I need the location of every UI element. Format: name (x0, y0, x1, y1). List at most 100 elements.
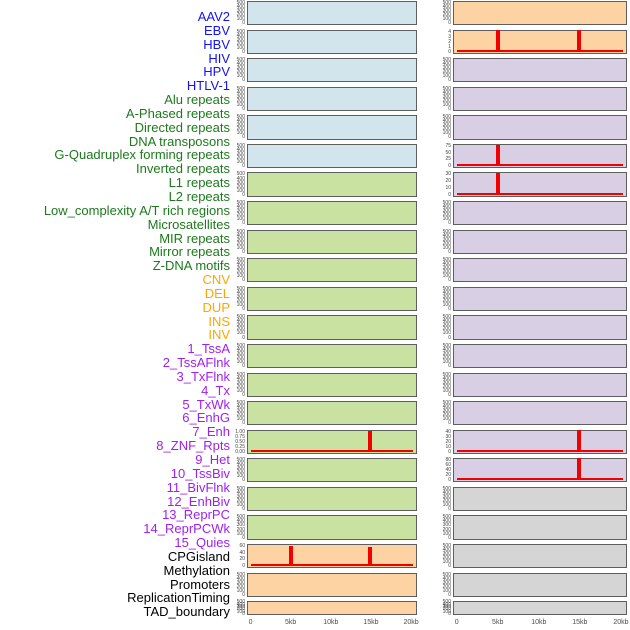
track-row: 500 400 300 200 100 0 (230, 1, 417, 26)
y-axis-tick-label: 200 (236, 269, 245, 276)
x-axis-tick-label: 10kb (323, 619, 339, 626)
track-row: 500 400 300 200 100 0 (230, 515, 417, 540)
y-axis-tick-label: 500 (442, 542, 451, 549)
track-label: Z-DNA motifs (152, 258, 230, 274)
y-axis-tick-label: 0 (448, 163, 451, 170)
track-row: 500 400 300 200 100 0 (230, 58, 417, 84)
spike-bar (368, 431, 373, 452)
track-row: 500 400 300 200 100 0 (230, 85, 417, 111)
y-axis-tick-label: 0 (448, 305, 451, 312)
x-axis-tick-label: 5kb (285, 619, 297, 626)
track-label: MIR repeats (159, 230, 230, 246)
y-axis-tick-label: 400 (236, 232, 245, 239)
y-axis-tick-label: 400 (442, 489, 451, 496)
y-axis-tick-label: 300 (442, 551, 451, 558)
y-axis: 500 400 300 200 100 0 (436, 115, 453, 140)
y-axis-tick-label: 400 (236, 489, 245, 496)
y-axis-tick-label: 100 (442, 16, 451, 23)
baseline-bar (251, 564, 413, 567)
x-axis-right: 0 5kb 10kb 15kb 20kb (453, 616, 629, 629)
y-axis-tick-label: 0 (448, 563, 451, 570)
y-axis-tick-label: 10 (445, 443, 451, 450)
y-axis-tick-label: 300 (236, 408, 245, 415)
track-label: A-Phased repeats (125, 105, 230, 121)
y-axis-tick-label: 0 (448, 20, 451, 27)
y-axis-tick-label: 500 (442, 85, 451, 92)
y-axis-tick-label: 100 (236, 44, 245, 51)
track-row: 500 400 300 200 100 0 (230, 371, 417, 398)
y-axis-tick-label: 500 (236, 85, 245, 92)
y-axis-tick-label: 100 (442, 359, 451, 366)
y-axis-tick-label: 100 (442, 216, 451, 223)
y-axis-tick-label: 500 (236, 371, 245, 378)
y-axis-tick-label: 300 (442, 579, 451, 586)
y-axis-tick-label: 200 (442, 240, 451, 247)
y-axis-tick-label: 80 (445, 457, 451, 464)
y-axis-tick-label: 0 (242, 334, 245, 341)
y-axis: 500 400 300 200 100 0 (230, 172, 247, 198)
track-panel (247, 258, 417, 283)
y-axis-tick-label: 300 (236, 603, 245, 610)
y-axis: 500 400 300 200 100 0 (230, 515, 247, 540)
y-axis-tick-label: 200 (442, 526, 451, 533)
track-panel (453, 115, 627, 140)
track-row: 500 400 300 200 100 0 (230, 599, 417, 617)
y-axis: 500 400 300 200 100 0 (436, 0, 453, 27)
spike-bar (496, 173, 501, 195)
y-axis: 500 400 300 200 100 0 (436, 599, 453, 616)
y-axis-tick-label: 400 (442, 375, 451, 382)
y-axis: 500 400 300 200 100 0 (436, 542, 453, 570)
track-label: Alu repeats (164, 92, 230, 108)
track-panel (453, 229, 627, 254)
y-axis-tick-label: 500 (236, 142, 245, 149)
y-axis-tick-label: 100 (236, 501, 245, 508)
track-row: 500 400 300 200 100 0 (436, 572, 627, 597)
y-axis: 500 400 300 200 100 0 (436, 515, 453, 540)
spike-bar (577, 429, 582, 452)
track-row: 500 400 300 200 100 0 (436, 599, 627, 617)
y-axis-tick-label: 400 (236, 346, 245, 353)
y-axis-tick-label: 200 (236, 297, 245, 304)
y-axis: 500 400 300 200 100 0 (230, 58, 247, 84)
track-row: 500 400 300 200 100 0 (436, 515, 627, 540)
track-row: 500 400 300 200 100 0 (230, 486, 417, 511)
y-axis-tick-label: 100 (236, 244, 245, 251)
y-axis-tick-label: 300 (236, 493, 245, 500)
y-axis-tick-label: 500 (442, 599, 451, 606)
y-axis-tick-label: 100 (236, 216, 245, 223)
y-axis-tick-label: 400 (236, 4, 245, 11)
y-axis: 500 400 300 200 100 0 (436, 229, 453, 254)
y-axis-tick-label: 500 (236, 228, 245, 235)
y-axis-tick-label: 20 (445, 438, 451, 445)
track-row: 500 400 300 200 100 0 (436, 85, 627, 111)
x-axis-tick-label: 20kb (613, 619, 629, 626)
track-label: Inverted repeats (136, 161, 230, 177)
y-axis: 500 400 300 200 100 0 (436, 343, 453, 368)
y-axis-tick-label: 500 (442, 485, 451, 492)
baseline-bar (457, 49, 623, 52)
left-panel-column: 500 400 300 200 100 0 500 400 300 200 100 0 500 400 30… (230, 1, 417, 620)
y-axis-tick-label: 500 (442, 0, 451, 6)
y-axis-tick-label: 100 (236, 73, 245, 80)
track-panel (453, 58, 627, 83)
y-axis-tick-label: 100 (442, 101, 451, 108)
y-axis-tick-label: 0 (242, 48, 245, 55)
y-axis-tick-label: 100 (236, 473, 245, 480)
track-label: Low_complexity A/T rich regions (43, 202, 230, 218)
y-axis-tick-label: 0 (242, 77, 245, 84)
y-axis-tick-label: 0 (448, 391, 451, 398)
y-axis-tick-label: 200 (236, 606, 245, 613)
y-axis-tick-label: 20 (445, 178, 451, 185)
y-axis-tick-label: 400 (442, 232, 451, 239)
y-axis-tick-label: 40 (445, 428, 451, 435)
y-axis: 60 40 20 0 (230, 543, 247, 568)
y-axis-tick-label: 300 (236, 522, 245, 529)
y-axis-tick-label: 0 (242, 191, 245, 198)
y-axis-tick-label: 40 (445, 467, 451, 474)
y-axis: 500 400 300 200 100 0 (230, 343, 247, 368)
track-label: CNV (202, 272, 230, 288)
y-axis-tick-label: 0 (242, 391, 245, 398)
y-axis-tick-label: 0 (448, 334, 451, 341)
track-panel (247, 229, 417, 254)
y-axis: 500 400 300 200 100 0 (230, 371, 247, 398)
